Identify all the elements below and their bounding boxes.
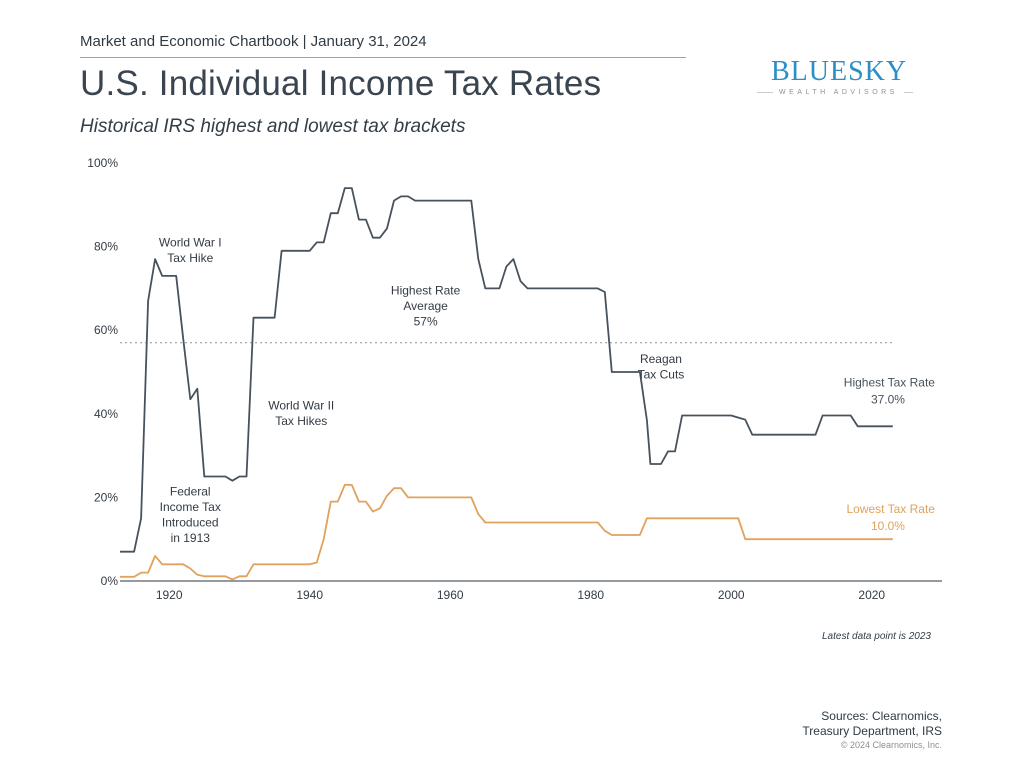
- y-tick-label: 80%: [94, 240, 118, 254]
- annotations-group: World War I Tax Hike Federal Income Tax Intr…: [159, 236, 935, 545]
- logo-tagline: WEALTH ADVISORS: [773, 89, 904, 96]
- annotation-line: in 1913: [171, 531, 211, 545]
- y-tick-label: 60%: [94, 323, 118, 337]
- x-tick-label: 1960: [437, 588, 464, 602]
- bluesky-logo: BLUESKY WEALTH ADVISORS: [755, 56, 915, 102]
- annotation-line: Average: [403, 299, 448, 313]
- annotation-line: Tax Cuts: [638, 367, 685, 381]
- x-tick-label: 1980: [577, 588, 604, 602]
- x-tick-label: 2000: [718, 588, 745, 602]
- x-tick-label: 1940: [296, 588, 323, 602]
- series-label-name: Highest Tax Rate: [844, 376, 935, 390]
- annotation-line: Federal: [170, 484, 211, 498]
- series-group: [120, 187, 893, 581]
- sources-line-1: Sources: Clearnomics,: [821, 709, 942, 723]
- annotation-line: Reagan: [640, 352, 682, 366]
- axes: 0% 20% 40% 60% 80% 100% 1920 1940 1960 1980 2000 20…: [87, 156, 942, 602]
- y-tick-label: 20%: [94, 490, 118, 504]
- sources: Sources: Clearnomics, Treasury Departmen…: [802, 709, 942, 739]
- annotation: Highest Rate Average 57%: [391, 284, 461, 329]
- y-tick-label: 100%: [87, 156, 118, 170]
- annotation: Reagan Tax Cuts: [638, 352, 685, 382]
- annotation: Federal Income Tax Introduced in 1913: [160, 484, 221, 545]
- annotation-line: Highest Rate: [391, 284, 461, 298]
- annotation: World War II Tax Hikes: [268, 399, 334, 429]
- annotation-line: Tax Hikes: [275, 414, 327, 428]
- x-tick-label: 2020: [858, 588, 885, 602]
- logo-brand: BLUESKY: [771, 56, 908, 87]
- lowest-rate-line: [120, 484, 893, 581]
- series-label-name: Lowest Tax Rate: [846, 502, 935, 516]
- series-label: Lowest Tax Rate 10.0%: [846, 502, 935, 533]
- series-label-value: 10.0%: [871, 519, 905, 533]
- y-tick-label: 40%: [94, 407, 118, 421]
- series-label: Highest Tax Rate 37.0%: [844, 376, 935, 407]
- annotation-line: Introduced: [162, 515, 219, 529]
- x-tick-label: 1920: [156, 588, 183, 602]
- annotation: World War I Tax Hike: [159, 236, 222, 266]
- annotation-line: 57%: [414, 315, 438, 329]
- latest-data-note: Latest data point is 2023: [822, 631, 931, 642]
- header-divider: [80, 57, 686, 58]
- annotation-line: World War I: [159, 236, 222, 250]
- page-title: U.S. Individual Income Tax Rates: [80, 64, 602, 103]
- series-label-value: 37.0%: [871, 393, 905, 407]
- sources-line-2: Treasury Department, IRS: [802, 724, 942, 738]
- y-tick-label: 0%: [101, 574, 119, 588]
- copyright: © 2024 Clearnomics, Inc.: [840, 740, 942, 750]
- page-subtitle: Historical IRS highest and lowest tax br…: [80, 116, 466, 137]
- report-line: Market and Economic Chartbook | January …: [80, 33, 427, 50]
- annotation-line: Tax Hike: [167, 251, 213, 265]
- highest-rate-line: [120, 187, 893, 553]
- annotation-line: Income Tax: [160, 500, 221, 514]
- annotation-line: World War II: [268, 399, 334, 413]
